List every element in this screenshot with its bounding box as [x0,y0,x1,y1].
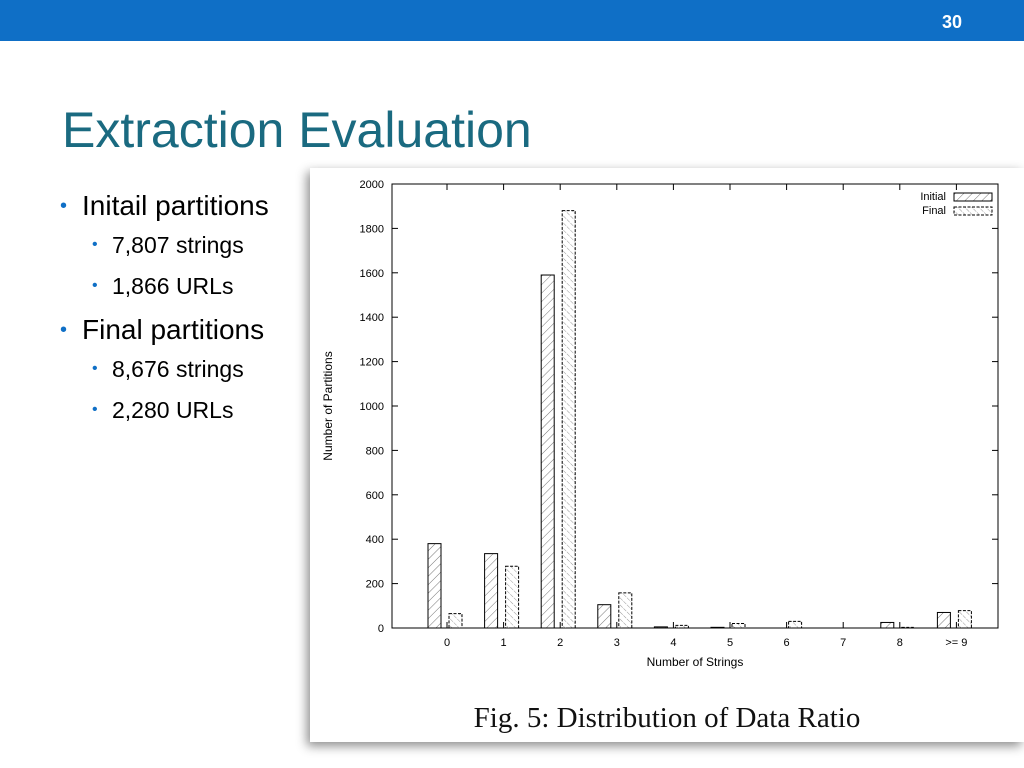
sub-bullet-initial-urls: • 1,866 URLs [92,271,320,301]
x-tick-label: 8 [897,637,903,649]
bullet-label: Final partitions [82,314,265,345]
bullet-initial-partitions: • Initail partitions [60,188,320,224]
bar-final-4 [674,624,689,629]
y-tick-label: 400 [366,534,384,546]
bar-initial-9 [936,611,951,629]
legend-label-initial: Initial [920,191,946,203]
sub-bullet-initial-strings: • 7,807 strings [92,230,320,260]
bar-initial-1 [484,553,499,629]
y-axis-label: Number of Partitions [321,351,335,460]
x-tick-label: 4 [670,637,676,649]
y-tick-label: 1800 [360,223,384,235]
bullet-final-partitions: • Final partitions [60,312,320,348]
bullet-dot: • [60,195,68,217]
bullet-label: Initail partitions [82,190,269,221]
bar-initial-4 [653,626,668,629]
sub-bullet-label: 2,280 URLs [112,397,234,423]
bullet-dot: • [92,401,98,418]
bar-final-6 [788,620,803,629]
bar-chart: 0 200 400 600 800 1000 1200 1400 1600 1800 2000 0 1 2… [321,179,999,669]
bar-final-5 [731,623,746,629]
bullet-dot: • [92,277,98,294]
sub-bullet-final-urls: • 2,280 URLs [92,395,320,425]
x-tick-label: 3 [614,637,620,649]
x-axis-label: Number of Strings [647,655,744,669]
bar-final-0 [448,613,463,629]
bullet-dot: • [60,319,68,341]
bar-initial-0 [427,543,442,629]
figure-caption: Fig. 5: Distribution of Data Ratio [473,702,861,734]
x-tick-label: 5 [727,637,733,649]
y-tick-label: 1000 [360,401,384,413]
figure-panel: 0 200 400 600 800 1000 1200 1400 1600 1800 2000 0 1 2… [310,168,1024,742]
y-tick-label: 2000 [360,179,384,191]
bar-final-2 [561,210,576,629]
bar-initial-8 [880,621,895,629]
y-tick-label: 200 [366,579,384,591]
y-tick-label: 600 [366,490,384,502]
x-tick-label: 1 [501,637,507,649]
top-accent-bar: 30 [0,0,1024,41]
bar-final-9 [957,610,972,629]
bar-initial-5 [710,626,725,629]
slide-title: Extraction Evaluation [62,102,532,158]
bar-initial-2 [540,274,555,629]
y-tick-label: 1600 [360,268,384,280]
slide-number: 30 [941,12,962,32]
bar-final-1 [505,565,520,629]
bar-initial-3 [597,604,612,629]
x-tick-label: 6 [784,637,790,649]
bullet-dot: • [92,360,98,377]
legend-swatch-initial [953,192,993,202]
plot-frame [391,183,999,629]
sub-bullet-final-strings: • 8,676 strings [92,354,320,384]
legend-label-final: Final [922,205,946,217]
y-tick-label: 0 [378,623,384,635]
sub-bullet-label: 7,807 strings [112,232,244,258]
bar-final-3 [618,592,633,629]
y-tick-label: 1400 [360,312,384,324]
x-tick-label: 0 [444,637,450,649]
legend-swatch-final [953,206,993,216]
sub-bullet-label: 8,676 strings [112,356,244,382]
y-tick-label: 800 [366,445,384,457]
bar-final-8 [901,626,916,629]
x-tick-label: 7 [840,637,846,649]
bullet-list: • Initail partitions • 7,807 strings • 1,86… [60,188,320,436]
x-tick-label: 2 [557,637,563,649]
bullet-dot: • [92,236,98,253]
y-tick-label: 1200 [360,357,384,369]
sub-bullet-label: 1,866 URLs [112,273,234,299]
x-tick-label: >= 9 [945,637,967,649]
